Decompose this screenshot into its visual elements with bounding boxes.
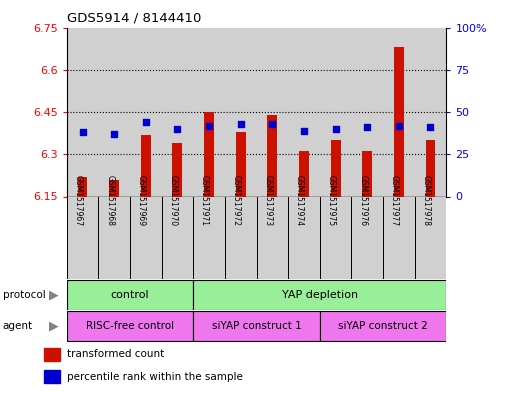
Text: GSM1517968: GSM1517968 xyxy=(105,175,114,226)
Text: GSM1517967: GSM1517967 xyxy=(73,175,83,226)
Bar xyxy=(98,28,130,196)
Bar xyxy=(193,280,446,310)
Text: GSM1517974: GSM1517974 xyxy=(295,175,304,226)
Bar xyxy=(394,47,404,196)
Bar xyxy=(193,28,225,196)
Bar xyxy=(351,28,383,196)
Bar xyxy=(172,143,183,196)
Text: ▶: ▶ xyxy=(49,320,58,333)
Text: GSM1517975: GSM1517975 xyxy=(327,175,336,226)
Point xyxy=(173,126,182,132)
Bar xyxy=(320,311,446,341)
Point xyxy=(142,119,150,125)
Text: control: control xyxy=(111,290,149,300)
Bar xyxy=(225,28,256,196)
Bar xyxy=(77,177,88,196)
Bar xyxy=(415,28,446,196)
Point xyxy=(426,124,435,130)
Bar xyxy=(299,151,309,196)
Bar xyxy=(288,196,320,279)
Bar xyxy=(44,370,61,384)
Text: ▶: ▶ xyxy=(49,288,58,301)
Bar xyxy=(425,140,436,196)
Bar xyxy=(44,347,61,361)
Text: GSM1517973: GSM1517973 xyxy=(263,175,272,226)
Bar xyxy=(320,28,351,196)
Text: siYAP construct 2: siYAP construct 2 xyxy=(338,321,428,331)
Point xyxy=(331,126,340,132)
Text: GSM1517971: GSM1517971 xyxy=(200,175,209,226)
Bar xyxy=(288,28,320,196)
Bar xyxy=(256,196,288,279)
Bar xyxy=(225,196,256,279)
Bar xyxy=(162,196,193,279)
Text: siYAP construct 1: siYAP construct 1 xyxy=(212,321,301,331)
Bar xyxy=(193,311,320,341)
Point xyxy=(236,121,245,127)
Bar xyxy=(383,196,415,279)
Bar xyxy=(141,134,151,196)
Bar xyxy=(267,115,278,196)
Bar xyxy=(130,28,162,196)
Text: GDS5914 / 8144410: GDS5914 / 8144410 xyxy=(67,12,201,25)
Bar xyxy=(109,180,119,196)
Bar xyxy=(320,196,351,279)
Bar xyxy=(67,280,193,310)
Text: transformed count: transformed count xyxy=(67,349,165,359)
Point xyxy=(78,129,87,136)
Point xyxy=(110,131,118,137)
Bar xyxy=(415,196,446,279)
Bar xyxy=(193,196,225,279)
Bar xyxy=(130,196,162,279)
Text: GSM1517970: GSM1517970 xyxy=(168,175,177,226)
Bar xyxy=(67,28,98,196)
Bar xyxy=(362,151,372,196)
Text: GSM1517969: GSM1517969 xyxy=(137,175,146,226)
Bar xyxy=(383,28,415,196)
Text: percentile rank within the sample: percentile rank within the sample xyxy=(67,372,243,382)
Text: GSM1517978: GSM1517978 xyxy=(422,175,430,226)
Point xyxy=(268,121,277,127)
Bar xyxy=(162,28,193,196)
Bar xyxy=(330,140,341,196)
Point xyxy=(300,127,308,134)
Bar xyxy=(235,132,246,196)
Point xyxy=(205,122,213,129)
Text: RISC-free control: RISC-free control xyxy=(86,321,174,331)
Point xyxy=(363,124,371,130)
Text: agent: agent xyxy=(3,321,33,331)
Bar xyxy=(67,311,193,341)
Bar xyxy=(67,196,98,279)
Text: YAP depletion: YAP depletion xyxy=(282,290,358,300)
Text: GSM1517972: GSM1517972 xyxy=(232,175,241,226)
Text: GSM1517976: GSM1517976 xyxy=(358,175,367,226)
Bar xyxy=(256,28,288,196)
Point xyxy=(394,122,403,129)
Bar xyxy=(351,196,383,279)
Bar xyxy=(98,196,130,279)
Text: protocol: protocol xyxy=(3,290,45,300)
Text: GSM1517977: GSM1517977 xyxy=(390,175,399,226)
Bar xyxy=(204,112,214,196)
